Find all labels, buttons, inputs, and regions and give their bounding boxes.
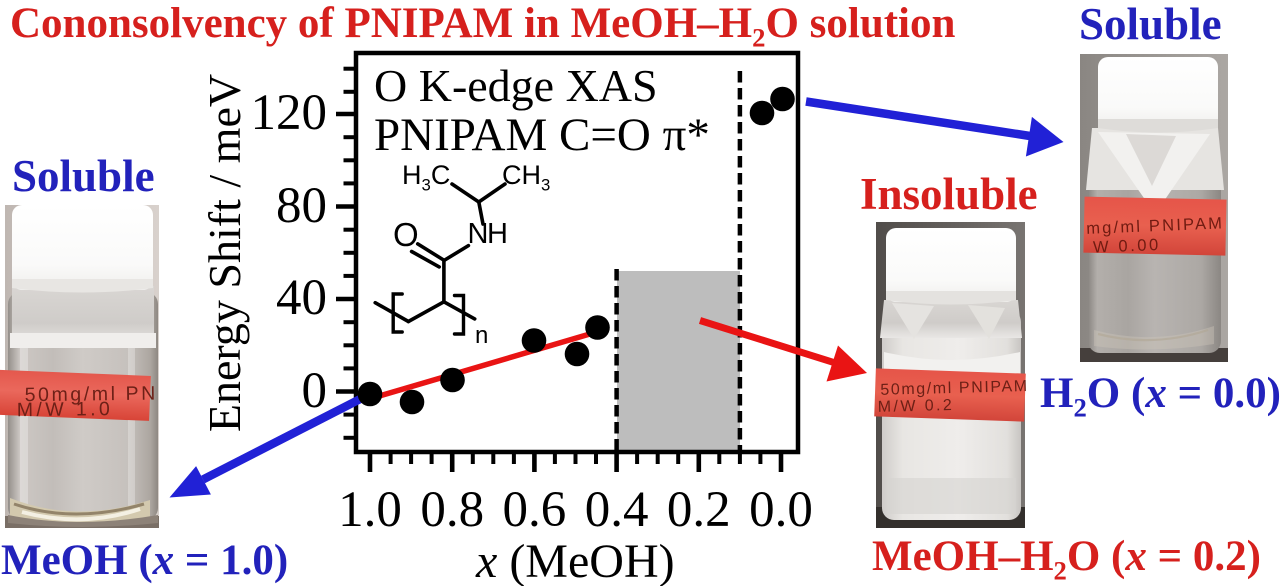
svg-text:M/W 0.2: M/W 0.2 [878, 397, 955, 416]
svg-text:W 0.00: W 0.00 [1093, 236, 1162, 257]
svg-text:50mg/ml PNIPAM: 50mg/ml PNIPAM [880, 378, 1029, 399]
svg-text:mg/ml PNIPAM: mg/ml PNIPAM [1086, 214, 1225, 238]
svg-text:M/W 1.0: M/W 1.0 [17, 398, 114, 421]
svg-text:50mg/ml PN: 50mg/ml PN [24, 383, 158, 407]
